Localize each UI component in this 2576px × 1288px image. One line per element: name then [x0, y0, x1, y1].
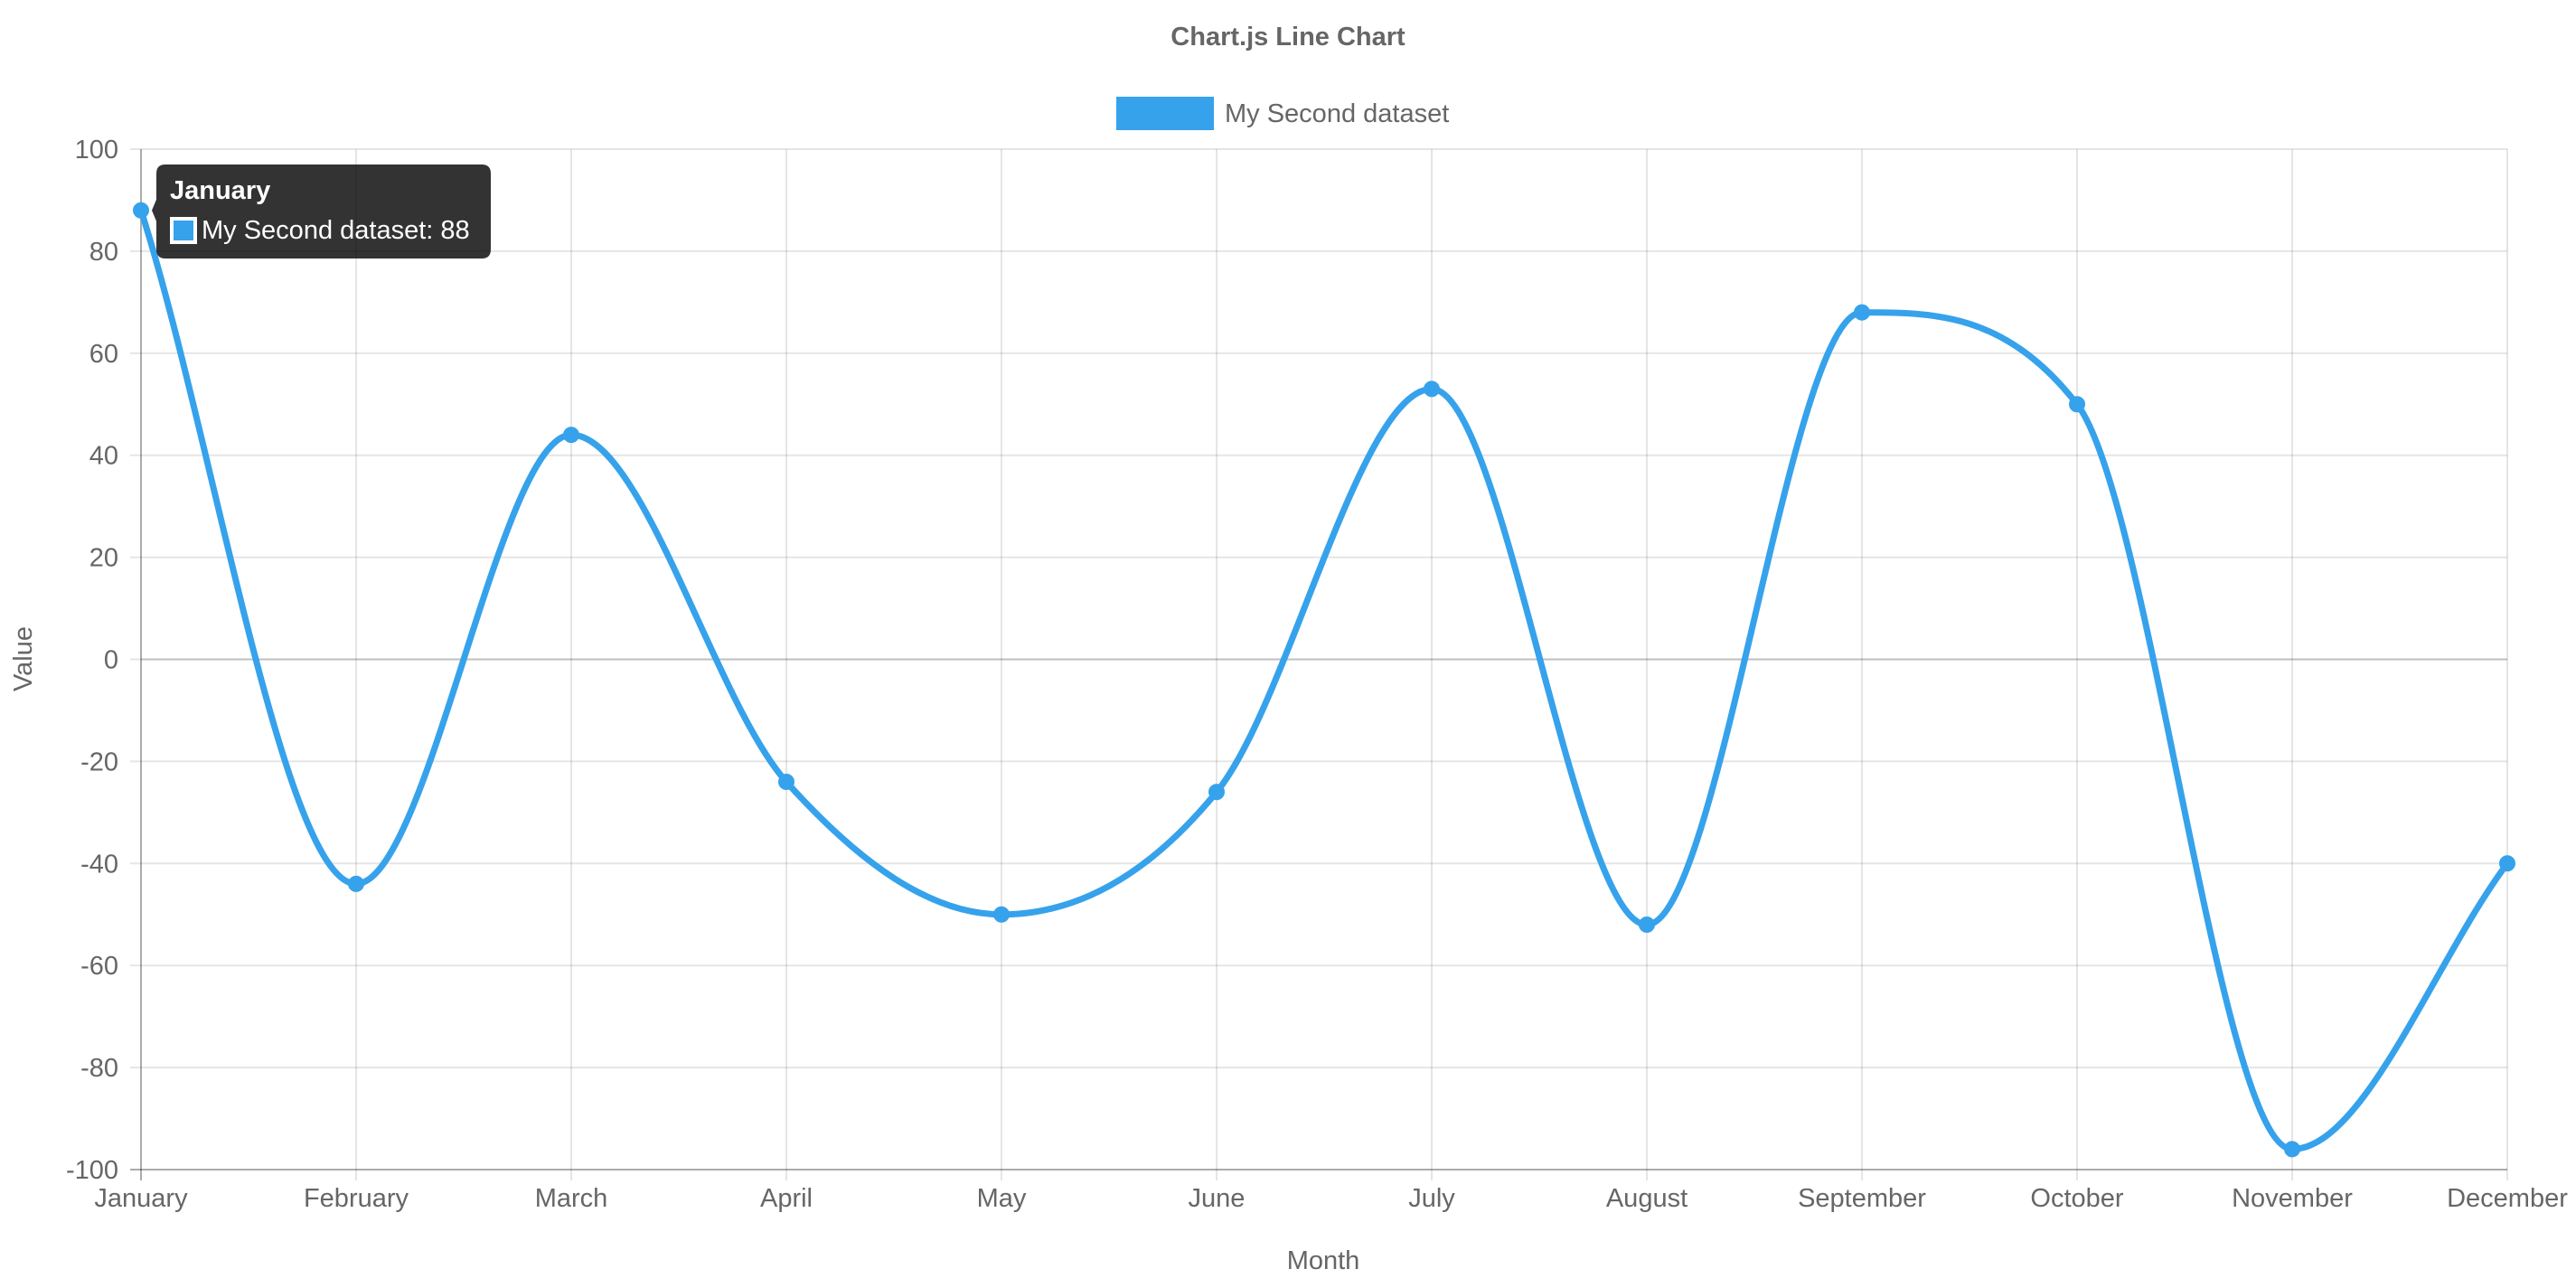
series-line[interactable]: [137, 207, 2511, 1152]
y-tick-label: 40: [89, 442, 118, 471]
y-axis-title: Value: [9, 626, 38, 691]
data-points[interactable]: [133, 202, 2515, 1158]
x-tick-label: April: [760, 1184, 813, 1213]
data-point[interactable]: [563, 427, 579, 444]
x-tick-label: June: [1189, 1184, 1246, 1213]
data-point[interactable]: [133, 202, 149, 219]
x-tick-label: November: [2232, 1184, 2353, 1213]
data-point[interactable]: [778, 773, 794, 790]
chart-title: Chart.js Line Chart: [1170, 23, 1406, 52]
x-tick-label: August: [1606, 1184, 1688, 1213]
y-tick-label: 20: [89, 544, 118, 573]
x-tick-label: December: [2447, 1184, 2568, 1213]
x-tick-label: January: [94, 1184, 188, 1213]
data-point[interactable]: [1639, 917, 1655, 934]
legend[interactable]: My Second dataset: [1116, 97, 1449, 130]
tooltip-label: My Second dataset: 88: [202, 216, 470, 245]
x-tick-label: May: [977, 1184, 1027, 1213]
y-tick-label: 0: [104, 646, 118, 675]
y-axis-ticks: 100 80 60 40 20 0 -20 -40 -60 -80 -100: [66, 136, 118, 1185]
y-tick-label: 100: [75, 136, 118, 165]
y-tick-label: -80: [80, 1054, 118, 1083]
x-axis-title: Month: [1287, 1246, 1360, 1275]
data-point[interactable]: [1208, 784, 1225, 801]
tooltip-background: [152, 165, 491, 259]
data-point[interactable]: [2499, 855, 2515, 872]
data-point[interactable]: [1424, 381, 1440, 398]
legend-swatch[interactable]: [1116, 97, 1214, 130]
y-tick-label: -40: [80, 850, 118, 879]
y-tick-label: -60: [80, 952, 118, 981]
y-tick-label: -20: [80, 747, 118, 776]
y-tick-label: -100: [66, 1156, 118, 1185]
x-tick-label: October: [2030, 1184, 2123, 1213]
grid-lines: [130, 148, 2508, 1180]
data-point[interactable]: [2069, 396, 2085, 413]
x-axis-ticks: January February March April May June July Augu…: [94, 1184, 2568, 1213]
tooltip-color-box: [174, 221, 193, 240]
axes: [130, 149, 2507, 1180]
data-point[interactable]: [2284, 1141, 2300, 1158]
data-point[interactable]: [348, 875, 364, 892]
tooltip-title: January: [170, 176, 270, 205]
y-tick-label: 80: [89, 238, 118, 267]
x-tick-label: February: [304, 1184, 409, 1213]
legend-label[interactable]: My Second dataset: [1225, 99, 1449, 128]
data-point[interactable]: [993, 906, 1010, 923]
y-tick-label: 60: [89, 340, 118, 369]
data-point[interactable]: [1854, 304, 1870, 321]
x-tick-label: July: [1408, 1184, 1455, 1213]
x-tick-label: March: [535, 1184, 608, 1213]
x-tick-label: September: [1798, 1184, 1926, 1213]
tooltip: January My Second dataset: 88: [152, 165, 491, 259]
